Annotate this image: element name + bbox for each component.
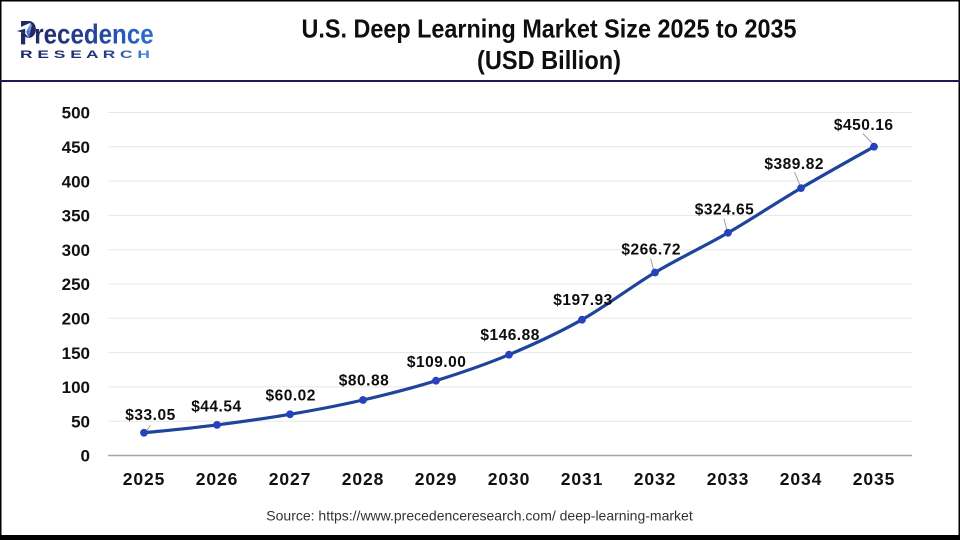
svg-text:recedence: recedence <box>34 18 154 49</box>
svg-text:$60.02: $60.02 <box>265 387 315 404</box>
svg-text:200: 200 <box>62 310 90 329</box>
svg-text:$266.72: $266.72 <box>621 242 681 259</box>
svg-text:(USD Billion): (USD Billion) <box>477 45 621 75</box>
svg-text:2033: 2033 <box>707 469 750 489</box>
svg-text:2031: 2031 <box>561 469 604 489</box>
svg-text:350: 350 <box>62 207 90 226</box>
svg-text:2030: 2030 <box>488 469 531 489</box>
svg-text:2027: 2027 <box>269 469 312 489</box>
svg-text:$389.82: $389.82 <box>764 156 824 173</box>
svg-text:2029: 2029 <box>415 469 458 489</box>
svg-text:R E S E A R C H: R E S E A R C H <box>20 49 150 61</box>
svg-text:$450.16: $450.16 <box>834 117 894 134</box>
svg-text:2025: 2025 <box>123 469 166 489</box>
svg-text:$33.05: $33.05 <box>125 407 175 424</box>
svg-text:500: 500 <box>62 104 90 123</box>
svg-text:U.S. Deep Learning Market Size: U.S. Deep Learning Market Size 2025 to 2… <box>302 14 797 44</box>
svg-text:400: 400 <box>62 172 90 191</box>
svg-text:2028: 2028 <box>342 469 385 489</box>
svg-text:250: 250 <box>62 275 90 294</box>
svg-text:450: 450 <box>62 138 90 157</box>
svg-text:$80.88: $80.88 <box>339 372 389 389</box>
svg-text:0: 0 <box>81 447 90 466</box>
svg-text:$146.88: $146.88 <box>480 327 540 344</box>
svg-text:$324.65: $324.65 <box>695 202 755 219</box>
svg-text:150: 150 <box>62 344 90 363</box>
svg-text:2032: 2032 <box>634 469 677 489</box>
svg-text:2034: 2034 <box>780 469 823 489</box>
svg-text:2026: 2026 <box>196 469 239 489</box>
svg-text:$109.00: $109.00 <box>407 354 467 371</box>
svg-text:Source: https://www.precedence: Source: https://www.precedenceresearch.c… <box>266 508 693 524</box>
svg-text:50: 50 <box>71 412 90 431</box>
svg-text:$197.93: $197.93 <box>553 292 613 309</box>
svg-text:300: 300 <box>62 241 90 260</box>
svg-text:$44.54: $44.54 <box>191 399 241 416</box>
svg-text:2035: 2035 <box>853 469 896 489</box>
svg-text:100: 100 <box>62 378 90 397</box>
